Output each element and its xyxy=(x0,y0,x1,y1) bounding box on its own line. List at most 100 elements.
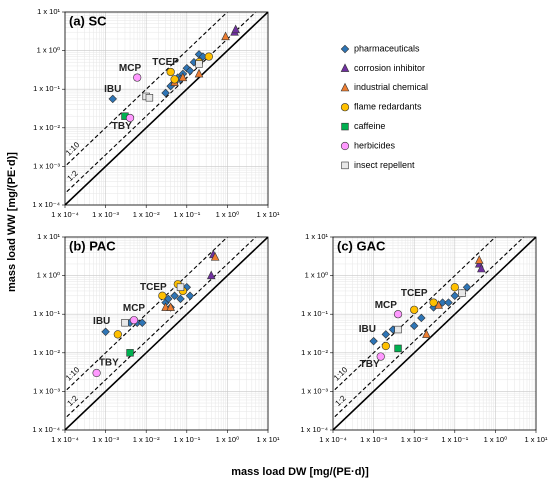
annotation: TBY xyxy=(99,357,119,368)
scatter-point xyxy=(126,349,134,357)
scatter-point xyxy=(158,291,167,300)
scatter-point xyxy=(129,316,139,325)
scatter-point xyxy=(393,310,403,319)
y-tick-label: 1 x 10⁻² xyxy=(301,348,328,357)
scatter-point xyxy=(410,305,419,314)
annotation: IBU xyxy=(93,316,110,327)
y-tick-label: 1 x 10⁻¹ xyxy=(33,309,60,318)
legend-marker xyxy=(340,44,350,54)
scatter-point xyxy=(145,94,154,102)
y-tick-label: 1 x 10⁻⁴ xyxy=(32,200,60,209)
scatter-point xyxy=(138,318,147,327)
y-tick-label: 1 x 10⁻⁴ xyxy=(300,425,328,434)
annotation: TBY xyxy=(112,121,132,132)
annotation: MCP xyxy=(375,300,398,311)
reference-line-group xyxy=(333,237,536,430)
scatter-point xyxy=(429,298,438,307)
reference-line-group xyxy=(65,237,257,420)
scatter-point xyxy=(438,298,447,307)
y-tick-label: 1 x 10⁻⁴ xyxy=(32,425,60,434)
scatter-point xyxy=(204,52,213,61)
legend-marker xyxy=(340,82,350,92)
x-tick-label: 1 x 10⁻² xyxy=(401,435,428,444)
y-tick-label: 1 x 10⁻¹ xyxy=(33,84,60,93)
scatter-point xyxy=(394,344,402,353)
scatter-point xyxy=(231,24,240,34)
annotation: TCEP xyxy=(140,282,167,293)
x-tick-label: 1 x 10⁰ xyxy=(216,435,239,444)
y-tick-label: 1 x 10⁰ xyxy=(305,271,328,280)
scatter-point xyxy=(462,282,472,292)
legend-marker xyxy=(340,103,350,112)
scatter-point xyxy=(113,330,122,339)
scatter-point xyxy=(394,325,402,334)
scatter-point xyxy=(458,289,466,297)
y-tick-label: 1 x 10¹ xyxy=(37,232,60,241)
scatter-point xyxy=(206,270,216,280)
y-tick-label: 1 x 10⁻³ xyxy=(33,386,60,395)
annotation: TCEP xyxy=(401,288,428,299)
x-tick-label: 1 x 10⁻¹ xyxy=(441,435,468,444)
legend-label: insect repellent xyxy=(354,160,415,170)
scatter-point xyxy=(176,283,185,291)
scatter-point xyxy=(444,298,453,307)
legend-marker xyxy=(341,122,349,131)
annotation: IBU xyxy=(359,324,376,335)
scatter-point xyxy=(101,327,110,337)
y-tick-label: 1 x 10¹ xyxy=(37,7,60,16)
scatter-point xyxy=(176,294,185,304)
legend-label: corrosion inhibitor xyxy=(354,63,425,73)
x-tick-label: 1 x 10⁻² xyxy=(133,435,160,444)
reference-line xyxy=(65,237,257,420)
x-tick-label: 1 x 10⁰ xyxy=(484,435,507,444)
reference-line-group xyxy=(65,12,268,205)
scatter-point xyxy=(450,291,460,301)
scatter-point xyxy=(381,330,391,339)
scatter-point xyxy=(409,321,419,331)
legend-marker xyxy=(340,63,350,72)
reference-line-group xyxy=(65,237,268,430)
scatter-point xyxy=(108,94,117,104)
scatter-point xyxy=(185,291,195,301)
y-tick-label: 1 x 10⁰ xyxy=(37,271,60,280)
reference-line xyxy=(65,12,268,205)
x-tick-label: 1 x 10⁰ xyxy=(216,210,239,219)
scatter-point xyxy=(194,68,204,78)
y-tick-label: 1 x 10⁻¹ xyxy=(301,309,328,318)
legend-label: caffeine xyxy=(354,121,385,131)
annotation: MCP xyxy=(119,63,142,74)
reference-line-group xyxy=(333,237,525,420)
scatter-point xyxy=(376,352,385,361)
x-tick-label: 1 x 10¹ xyxy=(525,435,548,444)
x-tick-label: 1 x 10⁻³ xyxy=(360,435,387,444)
annotation: TBY xyxy=(360,359,380,370)
y-tick-label: 1 x 10⁻³ xyxy=(301,386,328,395)
scatter-point xyxy=(422,329,431,338)
plot-frame xyxy=(64,11,269,206)
y-axis-label: mass load WW [mg/(PE·d)] xyxy=(6,152,18,292)
y-tick-label: 1 x 10⁻² xyxy=(33,123,60,132)
scatter-point xyxy=(450,283,459,292)
x-tick-label: 1 x 10⁻⁴ xyxy=(319,435,347,444)
x-tick-label: 1 x 10⁻⁴ xyxy=(51,435,79,444)
legend-marker xyxy=(340,141,350,151)
scatter-point xyxy=(221,31,230,41)
x-tick-label: 1 x 10⁻³ xyxy=(92,210,119,219)
scatter-point xyxy=(178,72,188,82)
scatter-point xyxy=(125,113,135,123)
scatter-point xyxy=(166,67,175,77)
x-tick-label: 1 x 10¹ xyxy=(257,210,280,219)
scatter-point xyxy=(195,60,203,68)
plot-frame xyxy=(64,236,269,431)
panel-title: (c) GAC xyxy=(337,238,386,253)
scatter-point xyxy=(166,302,175,311)
scatter-point xyxy=(121,319,129,327)
scatter-point xyxy=(182,63,192,73)
x-tick-label: 1 x 10⁻¹ xyxy=(173,210,200,219)
x-axis-label: mass load DW [mg/(PE·d)] xyxy=(231,466,369,478)
scatter-point xyxy=(474,255,484,264)
legend-label: pharmaceuticals xyxy=(354,43,420,53)
scatter-point xyxy=(92,368,101,378)
reference-line xyxy=(333,237,525,420)
